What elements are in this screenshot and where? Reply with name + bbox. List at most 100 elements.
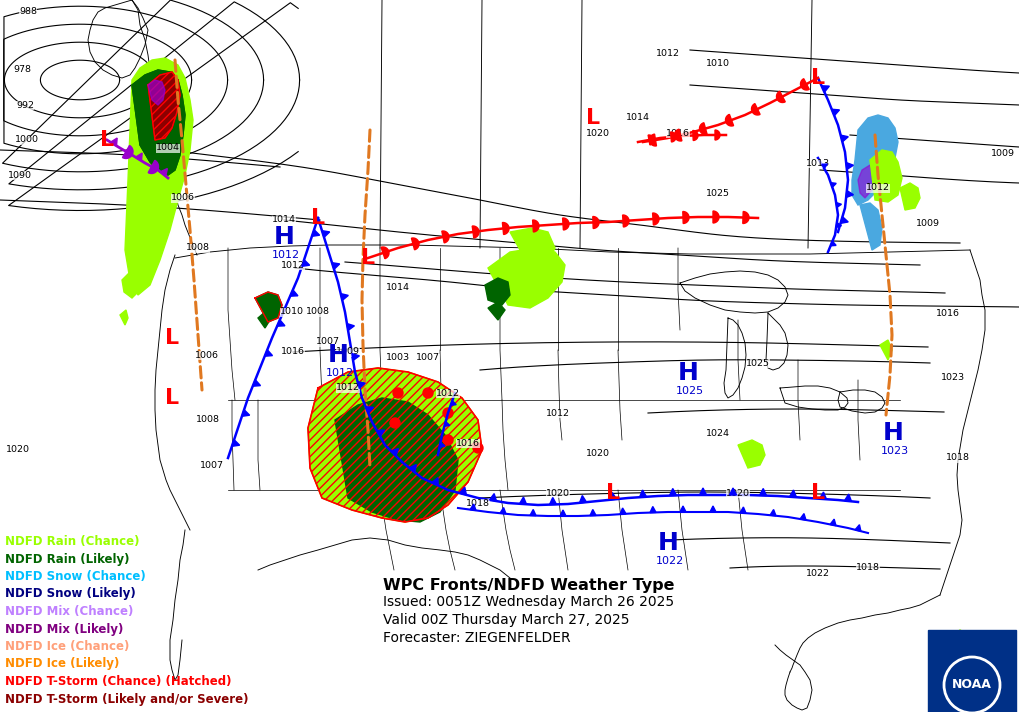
Polygon shape xyxy=(510,228,555,268)
Text: 1023: 1023 xyxy=(941,374,965,382)
Polygon shape xyxy=(549,498,556,505)
Text: 1025: 1025 xyxy=(746,359,770,367)
Polygon shape xyxy=(439,443,445,447)
Polygon shape xyxy=(442,231,449,243)
Text: L: L xyxy=(165,328,179,348)
Polygon shape xyxy=(900,183,920,210)
Circle shape xyxy=(473,443,483,453)
Polygon shape xyxy=(120,310,128,325)
Text: L: L xyxy=(811,483,825,503)
Polygon shape xyxy=(122,270,142,298)
Polygon shape xyxy=(821,86,829,92)
Polygon shape xyxy=(533,220,539,232)
Text: NDFD T-Storm (Chance) (Hatched): NDFD T-Storm (Chance) (Hatched) xyxy=(5,675,231,688)
Polygon shape xyxy=(846,162,854,169)
Polygon shape xyxy=(759,488,766,496)
Polygon shape xyxy=(232,440,239,446)
Polygon shape xyxy=(852,115,898,205)
Text: 1010: 1010 xyxy=(706,58,730,68)
Circle shape xyxy=(390,418,400,428)
Polygon shape xyxy=(650,506,656,513)
Polygon shape xyxy=(830,183,837,187)
Polygon shape xyxy=(590,510,596,515)
Polygon shape xyxy=(880,340,892,360)
Polygon shape xyxy=(860,203,882,250)
Text: WPC Fronts/NDFD Weather Type: WPC Fronts/NDFD Weather Type xyxy=(383,578,675,593)
Polygon shape xyxy=(366,407,373,413)
Polygon shape xyxy=(255,292,282,322)
Text: L: L xyxy=(361,248,375,268)
Text: 1008: 1008 xyxy=(196,416,220,424)
Polygon shape xyxy=(830,519,836,525)
Text: NDFD Rain (Likely): NDFD Rain (Likely) xyxy=(5,553,129,565)
Polygon shape xyxy=(472,226,479,238)
Text: 1007: 1007 xyxy=(416,353,440,362)
Text: 1012: 1012 xyxy=(436,389,460,397)
Polygon shape xyxy=(148,160,159,174)
Circle shape xyxy=(443,435,453,445)
Polygon shape xyxy=(308,368,482,522)
Polygon shape xyxy=(830,241,837,246)
Polygon shape xyxy=(726,115,734,126)
Text: 1020: 1020 xyxy=(586,449,610,458)
Text: 1014: 1014 xyxy=(626,113,650,122)
Polygon shape xyxy=(253,379,261,386)
Polygon shape xyxy=(801,79,809,90)
Polygon shape xyxy=(520,497,527,504)
Text: 1007: 1007 xyxy=(200,461,224,469)
Polygon shape xyxy=(432,478,438,486)
Text: 1012: 1012 xyxy=(336,384,360,392)
Text: 1006: 1006 xyxy=(171,194,195,202)
Polygon shape xyxy=(699,122,707,135)
Text: NDFD Snow (Likely): NDFD Snow (Likely) xyxy=(5,587,136,600)
Text: 1008: 1008 xyxy=(306,308,330,317)
Bar xyxy=(928,630,1016,712)
Polygon shape xyxy=(841,135,848,142)
Polygon shape xyxy=(335,398,458,522)
Text: NDFD Mix (Likely): NDFD Mix (Likely) xyxy=(5,622,123,636)
Text: L: L xyxy=(606,483,621,503)
Polygon shape xyxy=(132,70,185,175)
Polygon shape xyxy=(770,510,776,515)
Polygon shape xyxy=(302,260,310,266)
Circle shape xyxy=(393,388,403,398)
Text: 1090: 1090 xyxy=(8,170,32,179)
Text: NDFD Snow (Chance): NDFD Snow (Chance) xyxy=(5,570,146,583)
Text: 978: 978 xyxy=(13,66,31,75)
Text: L: L xyxy=(586,108,600,128)
Text: Valid 00Z Thursday March 27, 2025: Valid 00Z Thursday March 27, 2025 xyxy=(383,613,630,627)
Polygon shape xyxy=(837,223,842,227)
Text: NDFD Ice (Likely): NDFD Ice (Likely) xyxy=(5,657,119,671)
Text: NDFD T-Storm (Likely and/or Severe): NDFD T-Storm (Likely and/or Severe) xyxy=(5,693,249,706)
Polygon shape xyxy=(562,218,569,230)
Polygon shape xyxy=(841,216,848,224)
Text: 1009: 1009 xyxy=(916,219,940,228)
Text: 1018: 1018 xyxy=(856,563,880,572)
Text: 1003: 1003 xyxy=(386,353,410,362)
Circle shape xyxy=(423,388,433,398)
Polygon shape xyxy=(148,72,180,140)
Polygon shape xyxy=(290,290,298,296)
Polygon shape xyxy=(730,488,737,495)
Text: 1016: 1016 xyxy=(666,128,690,137)
Text: Forecaster: ZIEGENFELDER: Forecaster: ZIEGENFELDER xyxy=(383,631,571,645)
Polygon shape xyxy=(470,504,476,511)
Text: NOAA: NOAA xyxy=(952,679,991,691)
Circle shape xyxy=(443,408,453,418)
Polygon shape xyxy=(450,401,457,405)
Polygon shape xyxy=(410,464,417,472)
Polygon shape xyxy=(502,223,510,234)
Text: 1022: 1022 xyxy=(806,568,830,577)
Polygon shape xyxy=(819,492,826,499)
Polygon shape xyxy=(870,150,902,202)
Polygon shape xyxy=(740,507,746,513)
Polygon shape xyxy=(148,80,165,105)
Polygon shape xyxy=(122,145,133,159)
Polygon shape xyxy=(530,510,536,515)
Text: NDFD Ice (Chance): NDFD Ice (Chance) xyxy=(5,640,129,653)
Text: L: L xyxy=(100,130,114,150)
Polygon shape xyxy=(683,211,689,224)
Polygon shape xyxy=(593,216,599,229)
Polygon shape xyxy=(776,91,786,103)
Polygon shape xyxy=(680,506,686,512)
